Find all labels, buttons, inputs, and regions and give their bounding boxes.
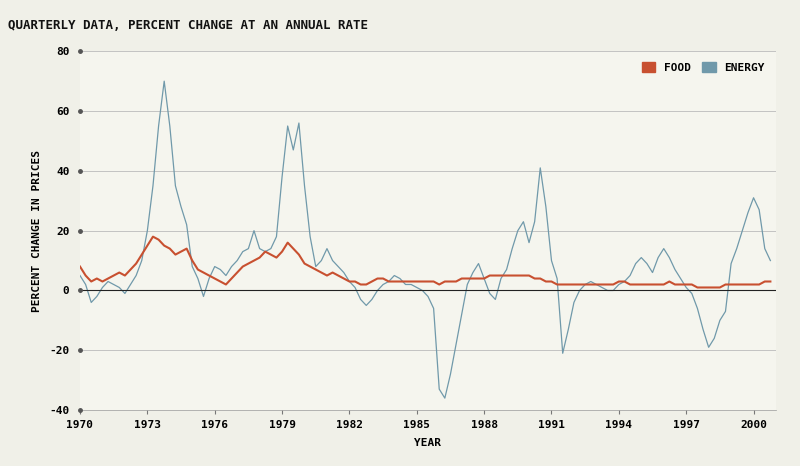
Text: QUARTERLY DATA, PERCENT CHANGE AT AN ANNUAL RATE: QUARTERLY DATA, PERCENT CHANGE AT AN ANN… bbox=[8, 19, 368, 32]
Y-axis label: PERCENT CHANGE IN PRICES: PERCENT CHANGE IN PRICES bbox=[32, 150, 42, 312]
Legend: FOOD, ENERGY: FOOD, ENERGY bbox=[636, 57, 770, 78]
X-axis label: YEAR: YEAR bbox=[414, 438, 442, 448]
